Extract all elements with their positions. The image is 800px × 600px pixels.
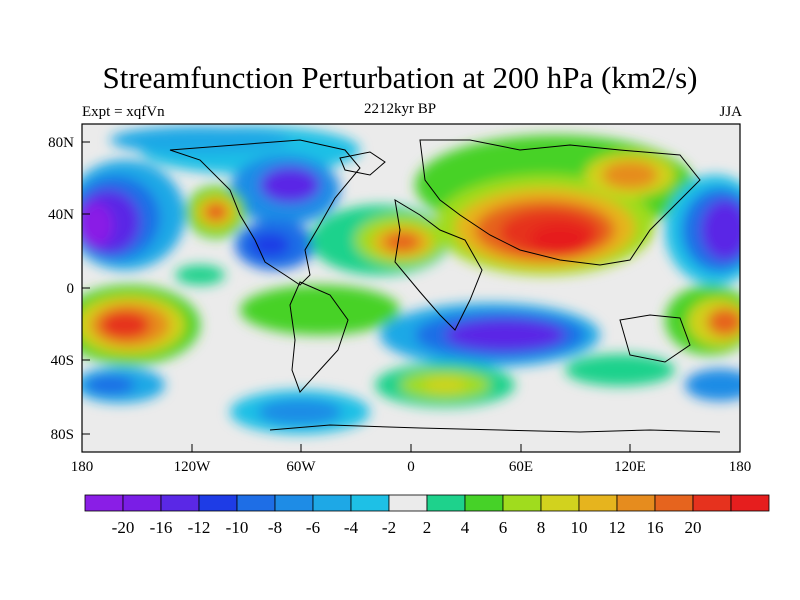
colorbar-swatch bbox=[312, 494, 352, 512]
colorbar-label: -2 bbox=[382, 518, 396, 537]
colorbar-label: 20 bbox=[685, 518, 702, 537]
colorbar-swatch bbox=[274, 494, 314, 512]
colorbar-label: -8 bbox=[268, 518, 282, 537]
lat-tick-label: 0 bbox=[67, 281, 75, 297]
colorbar-swatch bbox=[464, 494, 504, 512]
colorbar-label: 16 bbox=[647, 518, 664, 537]
colorbar-label: -20 bbox=[112, 518, 135, 537]
lon-tick-label: 120W bbox=[174, 459, 212, 475]
chart-title: Streamfunction Perturbation at 200 hPa (… bbox=[102, 60, 698, 95]
lon-axis: 180 120W 60W 0 60E 120E 180 bbox=[71, 444, 752, 475]
season-label: JJA bbox=[719, 104, 742, 120]
colorbar-label: -4 bbox=[344, 518, 359, 537]
coastlines bbox=[169, 139, 721, 433]
colorbar-swatch bbox=[198, 494, 238, 512]
colorbar-label: -6 bbox=[306, 518, 320, 537]
colorbar-swatch bbox=[426, 494, 466, 512]
colorbar-swatch bbox=[350, 494, 390, 512]
colorbar-swatch bbox=[236, 494, 276, 512]
colorbar-swatch bbox=[730, 494, 770, 512]
lat-axis: 80N 40N 0 40S 80S bbox=[48, 135, 90, 443]
colorbar: -20 -16 -12 -10 -8 -6 -4 -2 2 4 6 8 10 12 16 20 bbox=[84, 494, 770, 537]
colorbar-label: 10 bbox=[571, 518, 588, 537]
colorbar-swatch bbox=[578, 494, 618, 512]
lon-tick-label: 60W bbox=[286, 459, 316, 475]
lon-tick-label: 180 bbox=[71, 459, 94, 475]
lon-tick-label: 120E bbox=[614, 459, 646, 475]
lat-tick-label: 80N bbox=[48, 135, 74, 151]
lat-tick-label: 40N bbox=[48, 207, 74, 223]
colorbar-label: 4 bbox=[461, 518, 470, 537]
period-label: 2212kyr BP bbox=[363, 101, 437, 117]
colorbar-label: 6 bbox=[499, 518, 508, 537]
colorbar-swatch bbox=[540, 494, 580, 512]
colorbar-swatch bbox=[122, 494, 162, 512]
colorbar-label: -16 bbox=[150, 518, 173, 537]
lat-tick-label: 80S bbox=[51, 427, 74, 443]
lon-tick-label: 180 bbox=[729, 459, 752, 475]
lon-tick-label: 60E bbox=[509, 459, 533, 475]
colorbar-swatch bbox=[160, 494, 200, 512]
colorbar-label: 8 bbox=[537, 518, 546, 537]
lon-tick-label: 0 bbox=[407, 459, 415, 475]
colorbar-label: 12 bbox=[609, 518, 626, 537]
colorbar-label: 2 bbox=[423, 518, 432, 537]
experiment-label: Expt = xqfVn bbox=[82, 104, 165, 120]
colorbar-swatch bbox=[84, 494, 124, 512]
colorbar-swatch bbox=[388, 494, 428, 512]
colorbar-swatch bbox=[616, 494, 656, 512]
lat-tick-label: 40S bbox=[51, 353, 74, 369]
colorbar-swatch bbox=[692, 494, 732, 512]
contour-field bbox=[82, 126, 740, 434]
colorbar-label: -10 bbox=[226, 518, 249, 537]
colorbar-swatch bbox=[502, 494, 542, 512]
colorbar-swatch bbox=[654, 494, 694, 512]
colorbar-label: -12 bbox=[188, 518, 211, 537]
